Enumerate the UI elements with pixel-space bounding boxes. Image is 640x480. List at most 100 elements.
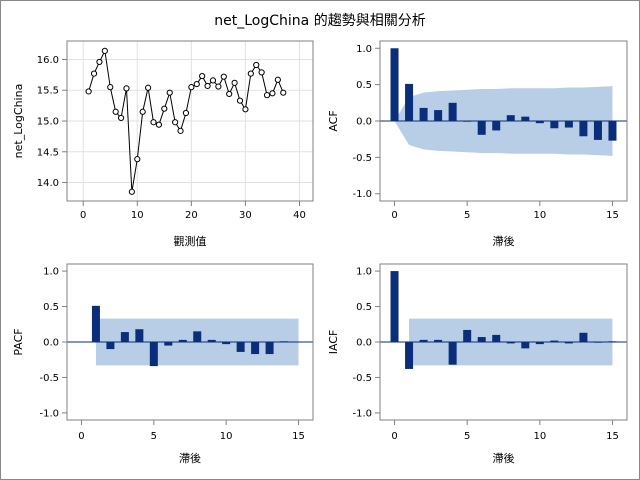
- trend-y-axis-label: net_LogChina: [12, 84, 25, 159]
- iacf-bar: [593, 342, 602, 343]
- acf-bar: [390, 48, 399, 121]
- trend-point: [247, 70, 254, 77]
- iacf-bar: [535, 342, 544, 345]
- iacf-x-axis-label: 滯後: [493, 451, 515, 465]
- acf-bar: [506, 115, 515, 121]
- acf-bar: [477, 121, 486, 135]
- acf-bar: [463, 121, 472, 122]
- pacf-bar: [236, 342, 245, 352]
- trend-point: [258, 69, 265, 76]
- pacf-y-tick-label: 1.0: [43, 267, 59, 278]
- iacf-bar: [550, 340, 559, 342]
- iacf-x-tick-label: 15: [606, 431, 619, 442]
- trend-y-tick-label: 14.0: [37, 178, 59, 189]
- pacf-bar: [207, 339, 216, 342]
- acf-bar: [564, 121, 573, 128]
- acf-bar: [593, 121, 602, 140]
- acf-bar: [535, 121, 544, 124]
- trend-y-tick-label: 16.0: [37, 55, 59, 66]
- trend-point: [172, 119, 179, 126]
- iacf-panel: 0 5 10 15 -1.0 -0.5 0.0 0.5 1.0 滯後 IACF: [327, 263, 628, 465]
- trend-point: [269, 90, 276, 97]
- pacf-y-tick-label: -1.0: [39, 408, 59, 419]
- acf-y-tick-label: -1.0: [352, 189, 372, 200]
- pacf-x-tick-label: 15: [292, 431, 305, 442]
- trend-point: [253, 61, 260, 69]
- trend-point: [96, 58, 103, 66]
- iacf-bar: [608, 341, 617, 342]
- pacf-bar: [106, 342, 115, 350]
- iacf-bar: [564, 342, 573, 344]
- trend-point: [242, 106, 249, 113]
- pacf-x-tick-label: 0: [78, 431, 84, 442]
- acf-y-tick-label: 0.0: [356, 117, 372, 128]
- iacf-x-tick-label: 0: [391, 431, 397, 442]
- iacf-x-tick-label: 5: [464, 431, 470, 442]
- trend-y-tick-label: 15.0: [37, 117, 59, 128]
- acf-bar: [492, 121, 501, 131]
- iacf-bar: [579, 332, 588, 342]
- trend-x-tick-label: 40: [293, 210, 306, 221]
- iacf-bar: [390, 271, 399, 342]
- pacf-bar: [193, 331, 202, 342]
- pacf-bar: [294, 342, 303, 343]
- pacf-bar: [149, 342, 158, 367]
- trend-point: [123, 85, 130, 92]
- trend-point: [144, 84, 152, 91]
- trend-point: [107, 84, 114, 91]
- iacf-y-tick-label: -1.0: [352, 408, 372, 419]
- acf-y-tick-label: 0.5: [356, 80, 372, 91]
- iacf-y-tick-label: -0.5: [352, 373, 372, 384]
- acf-bar: [419, 107, 428, 121]
- pacf-panel: 0 5 10 15 -1.0 -0.5 0.0 0.5 1.0 滯後 PACF: [12, 263, 314, 465]
- acf-x-tick-label: 15: [606, 210, 619, 221]
- trend-point: [280, 89, 287, 96]
- pacf-bar: [178, 339, 187, 342]
- trend-x-tick-label: 30: [239, 210, 252, 221]
- acf-x-tick-label: 5: [464, 210, 470, 221]
- acf-y-tick-label: 1.0: [356, 44, 372, 55]
- trend-point: [209, 77, 217, 84]
- pacf-bar: [251, 342, 260, 355]
- trend-point: [112, 108, 119, 115]
- trend-x-axis-label: 觀測值: [174, 234, 207, 248]
- trend-point: [117, 114, 125, 122]
- trend-point: [236, 97, 244, 104]
- trend-point: [101, 47, 108, 54]
- trend-point: [166, 89, 173, 96]
- pacf-bar: [91, 305, 100, 342]
- trend-point: [128, 188, 135, 195]
- trend-point: [85, 88, 92, 95]
- iacf-bar: [419, 339, 428, 342]
- trend-point: [215, 83, 222, 90]
- pacf-bar: [135, 329, 144, 342]
- iacf-y-tick-label: 0.0: [356, 338, 372, 349]
- trend-y-tick-label: 14.5: [37, 147, 59, 158]
- acf-y-axis-label: ACF: [327, 110, 340, 131]
- figure-title: net_LogChina 的趨勢與相關分析: [214, 13, 426, 29]
- acf-bar: [550, 121, 559, 129]
- acf-x-tick-label: 10: [533, 210, 546, 221]
- acf-x-tick-label: 0: [391, 210, 397, 221]
- trend-point: [226, 90, 233, 98]
- pacf-bar: [222, 342, 231, 345]
- pacf-bar: [280, 341, 289, 342]
- pacf-x-tick-label: 10: [220, 431, 233, 442]
- trend-point: [182, 109, 190, 117]
- trend-x-tick-label: 10: [131, 210, 144, 221]
- trend-point: [177, 127, 184, 134]
- iacf-y-axis-label: IACF: [327, 330, 340, 355]
- iacf-bar: [405, 342, 414, 369]
- acf-bar: [608, 121, 617, 141]
- iacf-bar: [506, 342, 515, 344]
- acf-bar: [579, 121, 588, 137]
- trend-point: [139, 108, 146, 115]
- pacf-y-tick-label: 0.5: [43, 302, 59, 313]
- iacf-x-tick-label: 10: [533, 431, 546, 442]
- trend-point: [263, 92, 271, 99]
- iacf-bar: [463, 329, 472, 342]
- iacf-bar: [434, 339, 443, 342]
- pacf-bar: [120, 332, 129, 342]
- pacf-y-tick-label: 0.0: [43, 338, 59, 349]
